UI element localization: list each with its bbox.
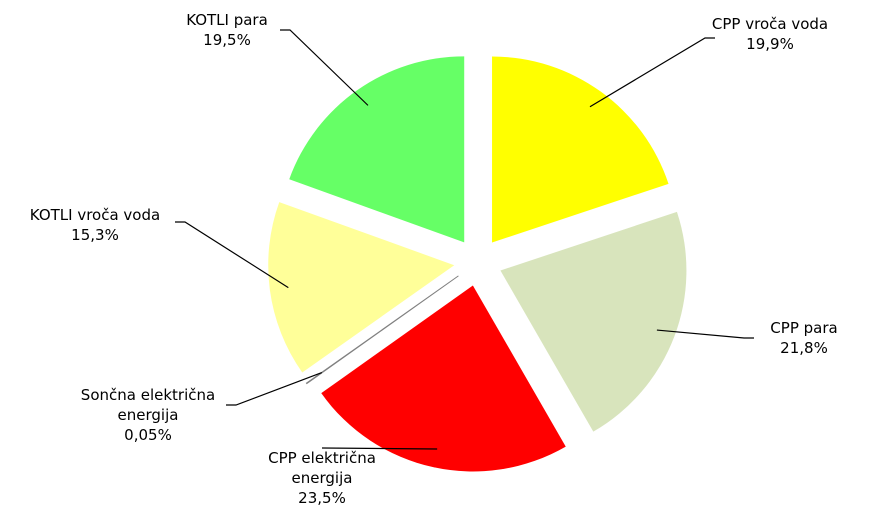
value-label: 15,3%	[71, 226, 119, 244]
leader-line	[656, 329, 754, 339]
pie-slice	[305, 275, 459, 385]
leader-line	[589, 37, 715, 108]
category-name: KOTLI vroča voda	[29, 206, 161, 224]
leader-line	[226, 372, 323, 406]
slice-label: CPP para 21,8%	[744, 318, 864, 358]
pie-slice	[268, 202, 455, 373]
category-name: CPP električna energija	[268, 449, 376, 487]
category-name: KOTLI para	[186, 11, 268, 29]
value-label: 21,8%	[780, 339, 828, 357]
pie-slice	[289, 56, 465, 243]
category-name: CPP vroča voda	[711, 15, 829, 33]
value-label: 19,9%	[746, 35, 794, 53]
slice-label: Sončna električna energija 0,05%	[58, 385, 238, 445]
value-label: 23,5%	[298, 489, 346, 507]
leader-line	[321, 447, 438, 450]
value-label: 19,5%	[203, 31, 251, 49]
leader-line	[175, 221, 289, 289]
slice-label: CPP vroča voda 19,9%	[695, 14, 845, 54]
pie-slice	[500, 211, 687, 432]
slice-label: CPP električna energija 23,5%	[242, 448, 402, 508]
pie-slice	[492, 56, 669, 243]
value-label: 0,05%	[124, 426, 172, 444]
slice-label: KOTLI vroča voda 15,3%	[5, 205, 185, 245]
category-name: CPP para	[770, 319, 838, 337]
leader-line	[280, 29, 369, 106]
pie-slice	[321, 285, 566, 472]
slice-label: KOTLI para 19,5%	[162, 10, 292, 50]
category-name: Sončna električna energija	[80, 386, 216, 424]
